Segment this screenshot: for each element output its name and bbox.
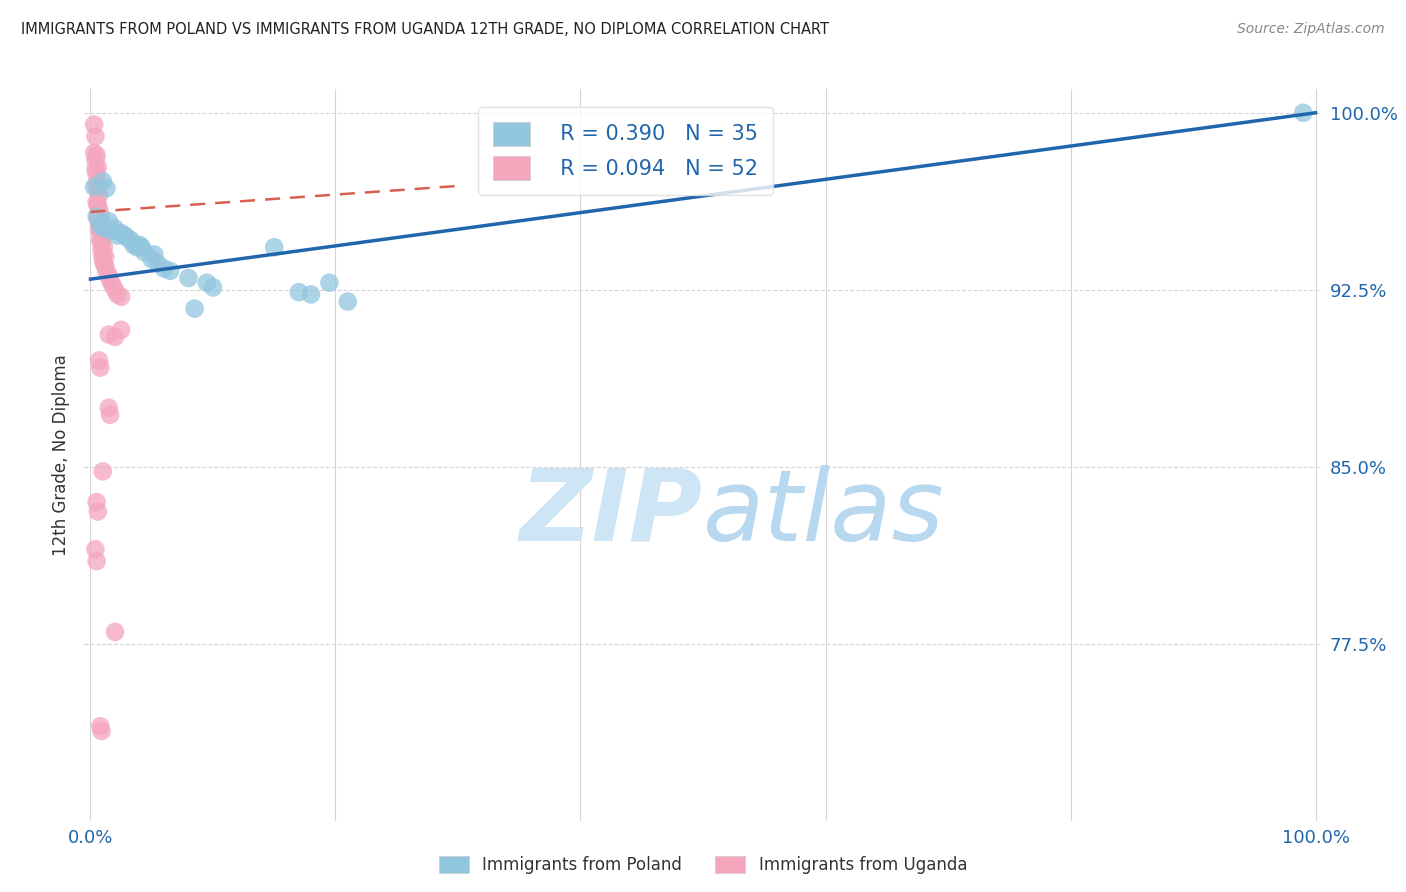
Point [89, 719, 111, 733]
Point [84, 153, 107, 167]
Point [98, 273, 121, 287]
Point [87, 210, 110, 224]
Point [101, 224, 124, 238]
Point [87, 504, 110, 518]
Point [263, 240, 285, 254]
Point [336, 294, 359, 309]
Point [104, 221, 127, 235]
Point [318, 276, 340, 290]
Point [86, 177, 108, 191]
Point [90, 235, 112, 250]
Point [183, 301, 205, 316]
Point [84, 129, 107, 144]
Point [141, 252, 163, 266]
Point [84, 162, 107, 177]
Point [84, 542, 107, 557]
Point [125, 240, 148, 254]
Point [91, 465, 114, 479]
Point [87, 353, 110, 368]
Text: ZIP: ZIP [520, 465, 703, 562]
Point [89, 226, 111, 240]
Point [97, 401, 120, 415]
Point [87, 198, 110, 212]
Legend:   R = 0.390   N = 35,   R = 0.094   N = 52: R = 0.390 N = 35, R = 0.094 N = 52 [478, 107, 773, 194]
Text: atlas: atlas [703, 465, 945, 562]
Point [91, 174, 114, 188]
Point [159, 264, 181, 278]
Point [89, 360, 111, 375]
Point [89, 207, 111, 221]
Point [89, 219, 111, 233]
Point [128, 238, 150, 252]
Point [90, 219, 112, 233]
Point [91, 217, 114, 231]
Point [94, 221, 117, 235]
Point [98, 408, 121, 422]
Point [143, 247, 166, 261]
Y-axis label: 12th Grade, No Diploma: 12th Grade, No Diploma [52, 354, 70, 556]
Point [101, 278, 124, 293]
Point [86, 148, 108, 162]
Point [91, 247, 114, 261]
Point [97, 268, 120, 283]
Point [86, 554, 108, 568]
Point [134, 245, 156, 260]
Point [146, 257, 169, 271]
Point [86, 167, 108, 181]
Point [299, 287, 322, 301]
Point [110, 290, 132, 304]
Point [94, 259, 117, 273]
Point [86, 495, 108, 509]
Point [177, 271, 200, 285]
Point [107, 228, 129, 243]
Point [87, 214, 110, 228]
Point [195, 276, 218, 290]
Point [115, 231, 138, 245]
Point [86, 195, 108, 210]
Point [107, 287, 129, 301]
Point [93, 257, 115, 271]
Point [91, 252, 114, 266]
Legend: Immigrants from Poland, Immigrants from Uganda: Immigrants from Poland, Immigrants from … [434, 851, 972, 880]
Point [97, 214, 120, 228]
Point [87, 188, 110, 202]
Point [287, 285, 309, 299]
Point [94, 250, 117, 264]
Point [96, 264, 118, 278]
Point [87, 160, 110, 174]
Point [122, 238, 145, 252]
Point [104, 624, 127, 639]
Point [87, 202, 110, 217]
Point [104, 283, 127, 297]
Point [110, 323, 132, 337]
Text: IMMIGRANTS FROM POLAND VS IMMIGRANTS FROM UGANDA 12TH GRADE, NO DIPLOMA CORRELAT: IMMIGRANTS FROM POLAND VS IMMIGRANTS FRO… [21, 22, 830, 37]
Point [120, 233, 142, 247]
Point [90, 243, 112, 257]
Point [131, 240, 153, 254]
Point [83, 180, 105, 194]
Point [83, 118, 105, 132]
Point [110, 226, 132, 240]
Point [89, 233, 111, 247]
Point [153, 261, 176, 276]
Point [86, 210, 108, 224]
Point [90, 723, 112, 738]
Text: Source: ZipAtlas.com: Source: ZipAtlas.com [1237, 22, 1385, 37]
Point [201, 280, 224, 294]
Point [87, 221, 110, 235]
Point [97, 327, 120, 342]
Point [93, 240, 115, 254]
Point [96, 181, 118, 195]
Point [91, 228, 114, 243]
Point [87, 181, 110, 195]
Point [104, 330, 127, 344]
Point [1292, 105, 1315, 120]
Point [83, 145, 105, 160]
Point [114, 228, 136, 243]
